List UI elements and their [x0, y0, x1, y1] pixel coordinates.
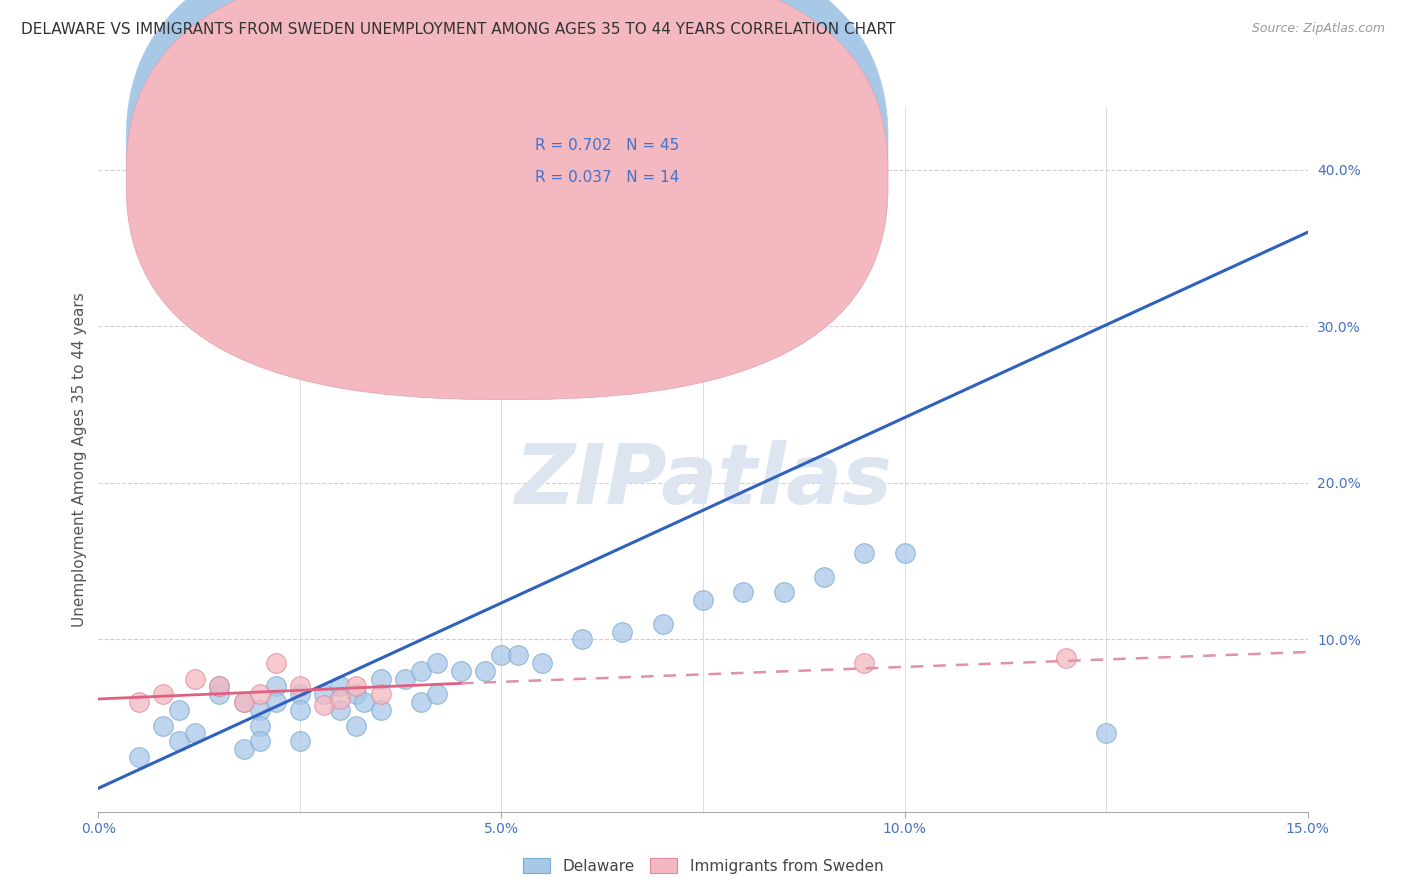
Point	[409, 664, 432, 678]
Point	[1054, 651, 1077, 665]
Point	[249, 687, 271, 701]
Point	[167, 703, 190, 717]
Point	[474, 664, 496, 678]
Point	[329, 703, 352, 717]
Point	[128, 695, 150, 709]
Text: DELAWARE VS IMMIGRANTS FROM SWEDEN UNEMPLOYMENT AMONG AGES 35 TO 44 YEARS CORREL: DELAWARE VS IMMIGRANTS FROM SWEDEN UNEMP…	[21, 22, 896, 37]
Point	[426, 687, 449, 701]
Point	[344, 718, 367, 732]
Point	[426, 656, 449, 670]
Point	[1095, 726, 1118, 740]
Point	[344, 687, 367, 701]
Point	[208, 680, 231, 694]
Point	[491, 648, 513, 662]
Text: Source: ZipAtlas.com: Source: ZipAtlas.com	[1251, 22, 1385, 36]
Point	[651, 616, 673, 631]
Point	[208, 680, 231, 694]
Y-axis label: Unemployment Among Ages 35 to 44 years: Unemployment Among Ages 35 to 44 years	[72, 292, 87, 627]
Point	[353, 695, 375, 709]
Point	[370, 687, 392, 701]
Point	[232, 695, 254, 709]
Point	[853, 656, 876, 670]
FancyBboxPatch shape	[127, 0, 889, 400]
FancyBboxPatch shape	[474, 121, 727, 206]
Point	[264, 656, 287, 670]
Point	[128, 750, 150, 764]
Point	[288, 703, 311, 717]
Point	[530, 233, 553, 247]
Point	[288, 680, 311, 694]
Point	[450, 664, 472, 678]
Point	[288, 734, 311, 748]
Point	[184, 672, 207, 686]
Point	[249, 718, 271, 732]
Legend: Delaware, Immigrants from Sweden: Delaware, Immigrants from Sweden	[516, 852, 890, 880]
Point	[344, 680, 367, 694]
Point	[370, 672, 392, 686]
Point	[853, 546, 876, 560]
Point	[249, 703, 271, 717]
Point	[152, 718, 174, 732]
Point	[167, 734, 190, 748]
Point	[184, 726, 207, 740]
Point	[409, 695, 432, 709]
Point	[264, 695, 287, 709]
Point	[692, 593, 714, 607]
Point	[530, 656, 553, 670]
Point	[314, 687, 336, 701]
FancyBboxPatch shape	[127, 0, 889, 368]
Text: R = 0.037   N = 14: R = 0.037 N = 14	[534, 170, 679, 185]
Point	[370, 703, 392, 717]
Text: R = 0.702   N = 45: R = 0.702 N = 45	[534, 138, 679, 153]
Point	[772, 585, 794, 599]
Point	[394, 672, 416, 686]
Point	[329, 680, 352, 694]
Point	[152, 687, 174, 701]
Point	[288, 687, 311, 701]
Point	[651, 186, 673, 201]
Point	[249, 734, 271, 748]
Point	[329, 692, 352, 706]
Point	[612, 624, 634, 639]
Point	[506, 648, 529, 662]
Point	[208, 687, 231, 701]
Point	[264, 680, 287, 694]
Point	[813, 570, 835, 584]
Point	[232, 695, 254, 709]
Point	[314, 698, 336, 713]
Text: ZIPatlas: ZIPatlas	[515, 440, 891, 521]
Point	[232, 742, 254, 756]
Point	[571, 632, 593, 647]
Point	[893, 546, 915, 560]
Point	[733, 585, 755, 599]
